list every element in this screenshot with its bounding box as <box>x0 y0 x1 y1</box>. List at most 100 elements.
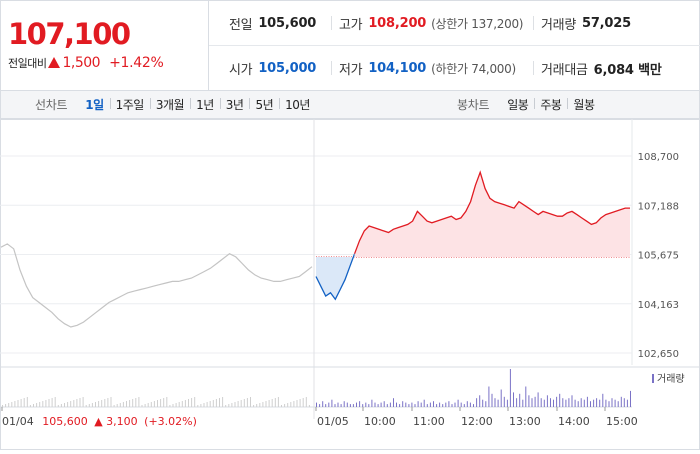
volume-bar <box>543 399 545 407</box>
volume-bar <box>429 402 431 407</box>
volume-bar <box>553 399 554 407</box>
prev-volume-bar <box>212 400 214 407</box>
prev-close-value: 105,600 <box>258 16 317 31</box>
prev-day-change-percent: (+3.02%) <box>144 415 197 428</box>
volume-bar <box>596 398 598 407</box>
prev-volume-bar <box>26 397 28 407</box>
down-area <box>316 253 355 300</box>
prev-close: 전일 105,600 <box>229 1 316 46</box>
prev-volume-bar <box>290 402 292 407</box>
open-value: 105,000 <box>258 61 317 76</box>
prev-volume-bar <box>98 401 100 407</box>
volume-bar <box>577 401 579 407</box>
y-axis-labels: 108,700 107,188 105,675 104,163 102,650 <box>638 152 679 360</box>
prev-volume-bar <box>172 404 174 407</box>
volume-legend-label: 거래량 <box>657 373 685 385</box>
y-tick-label: 102,650 <box>638 349 679 360</box>
volume-bar <box>340 404 342 407</box>
volume-bar <box>402 401 404 407</box>
prev-volume-bar <box>122 402 124 407</box>
volume-bar <box>534 396 536 407</box>
volume-bar <box>540 398 542 407</box>
prev-volume-bar <box>82 397 84 407</box>
price-box: 107,100 전일대비 1,500 +1.42% <box>1 1 209 91</box>
prev-volume-bar <box>135 398 137 407</box>
candle-weekly[interactable]: 주봉 <box>534 96 567 113</box>
prev-volume-bar <box>296 400 298 407</box>
prev-day-up-icon: ▲ <box>94 415 103 428</box>
low-price: 저가 104,100 (하한가 74,000) <box>339 46 516 91</box>
prev-volume-bar <box>160 399 162 407</box>
prev-volume-bar <box>274 398 276 407</box>
candle-daily[interactable]: 일봉 <box>507 98 529 112</box>
prev-volume-bar <box>206 402 208 407</box>
volume-bar <box>602 393 604 407</box>
volume-bar <box>469 402 471 407</box>
prev-volume-bar <box>157 400 158 407</box>
prev-volume-bar <box>126 401 127 407</box>
prev-volume-bar <box>91 403 93 407</box>
volume-bar <box>420 402 422 407</box>
prev-volume-bar <box>200 404 202 407</box>
period-1d[interactable]: 1일 <box>85 98 104 112</box>
prev-volume-bar <box>48 399 50 407</box>
volume-bar <box>383 401 385 407</box>
prev-volume-bar <box>209 401 211 407</box>
volume-bar <box>479 395 481 407</box>
prev-volume-bar <box>107 398 109 407</box>
volume-bar <box>522 399 524 407</box>
volume-bar <box>599 399 601 407</box>
prev-volume-bar <box>76 399 78 407</box>
prev-day-close: 105,600 <box>42 415 88 428</box>
x-axis-labels: 01/05 10:00 11:00 12:00 13:00 14:00 15:00 <box>317 415 638 428</box>
volume-bar <box>516 398 518 407</box>
prev-volume-bar <box>299 399 301 407</box>
period-10y[interactable]: 10년 <box>279 96 316 113</box>
prev-volume-bar <box>101 400 103 407</box>
volume-bar <box>623 398 625 407</box>
volume-bar <box>426 404 428 407</box>
change-percent: +1.42% <box>109 55 164 71</box>
volume-bar <box>571 395 573 407</box>
turnover: 거래대금 6,084 백만 <box>541 46 662 91</box>
period-3y[interactable]: 3년 <box>219 96 250 113</box>
prev-day-info: 01/04 105,600 ▲ 3,100 (+3.02%) <box>2 415 197 428</box>
volume-bar <box>368 404 370 407</box>
prev-volume-bar <box>14 401 16 407</box>
volume-legend-swatch <box>652 374 654 383</box>
x-tick-label: 11:00 <box>413 415 445 428</box>
volume-bar <box>414 404 416 407</box>
period-1w[interactable]: 1주일 <box>109 96 150 113</box>
period-5y[interactable]: 5년 <box>249 96 279 113</box>
divider <box>533 16 534 30</box>
prev-volume-bar <box>191 398 193 407</box>
period-1y[interactable]: 1년 <box>190 96 220 113</box>
chart-toolbar: 선차트 1일 1주일 3개월 1년 3년 5년 10년 봉차트 일봉 주봉 월봉 <box>0 90 700 119</box>
volume-bar <box>460 402 462 407</box>
prev-volume-bar <box>169 405 171 407</box>
volume-bar <box>531 398 533 407</box>
change-amount: 1,500 <box>62 55 101 71</box>
volume-bar <box>423 399 425 407</box>
volume-bar <box>506 399 508 407</box>
prev-volume-bar <box>54 397 56 407</box>
prev-volume-bar <box>287 403 289 407</box>
low-value: 104,100 <box>368 61 427 76</box>
period-3m[interactable]: 3개월 <box>149 96 190 113</box>
volume-bar <box>500 389 502 407</box>
prev-day-change: 3,100 <box>106 415 138 428</box>
prev-volume-bar <box>237 401 239 407</box>
prev-volume-bar <box>5 404 7 407</box>
volume-bar <box>319 404 321 407</box>
candle-monthly[interactable]: 월봉 <box>567 96 600 113</box>
volume-bar <box>513 392 514 407</box>
low-label: 저가 <box>339 63 363 78</box>
prev-volume-bar <box>95 402 96 407</box>
price-chart[interactable]: 108,700 107,188 105,675 104,163 102,650 01/0… <box>0 119 700 450</box>
prev-volume-bar <box>256 404 258 407</box>
x-tick-label: 10:00 <box>364 415 396 428</box>
open-price: 시가 105,000 <box>229 46 316 91</box>
prev-volume-bar <box>110 397 112 407</box>
prev-day-line <box>0 243 313 328</box>
prev-day-date: 01/04 <box>2 415 34 428</box>
